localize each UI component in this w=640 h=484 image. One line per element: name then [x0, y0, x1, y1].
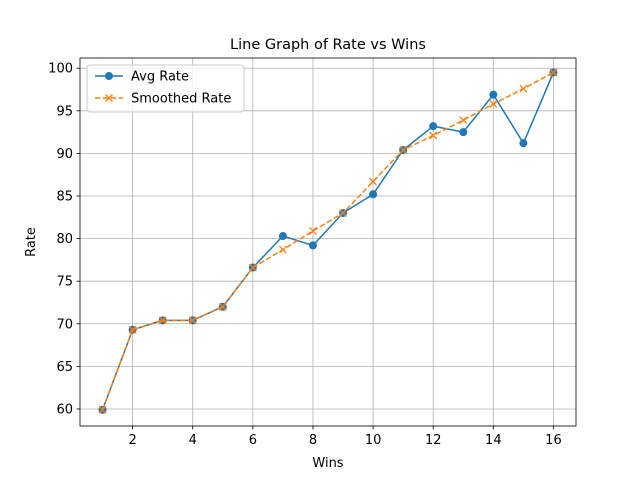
data-point-avg-rate	[278, 232, 287, 241]
x-axis-label: Wins	[312, 456, 343, 471]
y-tick-label: 90	[56, 147, 73, 162]
x-tick-label: 2	[128, 433, 136, 448]
legend-smoothed-rate-label: Smoothed Rate	[131, 92, 231, 107]
data-point-smoothed-rate	[309, 226, 317, 235]
data-point-avg-rate	[519, 139, 528, 148]
data-point-avg-rate	[459, 128, 468, 137]
y-tick-label: 75	[56, 275, 73, 290]
data-point-smoothed-rate	[429, 131, 438, 140]
x-tick-label: 8	[309, 433, 317, 448]
y-tick-label: 85	[56, 190, 73, 205]
series-layer	[98, 68, 558, 414]
x-tick-label: 10	[365, 433, 382, 448]
axis-ticks: 2 4 6 8 10 12 14 16 60 65 70 75 80 85 90 95 100	[48, 62, 562, 448]
y-tick-label: 80	[56, 232, 73, 247]
legend-box	[86, 64, 245, 113]
data-point-smoothed-rate	[158, 316, 167, 325]
grid	[80, 58, 576, 426]
data-point-smoothed-rate	[248, 263, 257, 272]
data-point-smoothed-rate	[399, 146, 408, 154]
data-point-smoothed-rate	[489, 100, 498, 108]
y-axis-label: Rate	[24, 227, 39, 257]
data-point-avg-rate	[308, 241, 317, 250]
legend-avg-rate-label: Avg Rate	[131, 70, 189, 85]
x-tick-label: 14	[485, 433, 502, 448]
y-tick-label: 95	[56, 104, 73, 119]
legend: Avg Rate Smoothed Rate	[86, 64, 245, 113]
y-tick-label: 100	[48, 62, 73, 77]
legend-avg-rate-marker	[105, 72, 113, 80]
data-point-smoothed-rate	[339, 209, 347, 217]
x-tick-label: 6	[249, 433, 257, 448]
data-point-smoothed-rate	[549, 68, 558, 77]
data-point-avg-rate	[369, 190, 378, 199]
x-tick-label: 4	[189, 433, 197, 448]
y-tick-label: 60	[56, 402, 73, 417]
x-tick-label: 16	[545, 433, 562, 448]
chart-title: Line Graph of Rate vs Wins	[230, 37, 426, 53]
series-line-smoothed-rate	[101, 71, 554, 411]
legend-smoothed-rate-marker	[105, 94, 113, 102]
data-point-smoothed-rate	[218, 302, 227, 311]
data-point-smoothed-rate	[459, 116, 468, 125]
data-point-smoothed-rate	[128, 325, 137, 334]
y-tick-label: 65	[56, 360, 73, 375]
x-tick-label: 12	[425, 433, 442, 448]
data-point-smoothed-rate	[188, 316, 197, 325]
data-point-smoothed-rate	[519, 84, 528, 93]
plot-frame	[79, 57, 577, 427]
data-point-smoothed-rate	[278, 245, 287, 254]
data-point-avg-rate	[429, 122, 438, 131]
y-tick-label: 70	[56, 317, 73, 332]
data-point-smoothed-rate	[369, 177, 378, 186]
data-point-avg-rate	[489, 90, 498, 99]
series-line-avg-rate	[101, 72, 555, 411]
data-point-smoothed-rate	[98, 405, 107, 414]
